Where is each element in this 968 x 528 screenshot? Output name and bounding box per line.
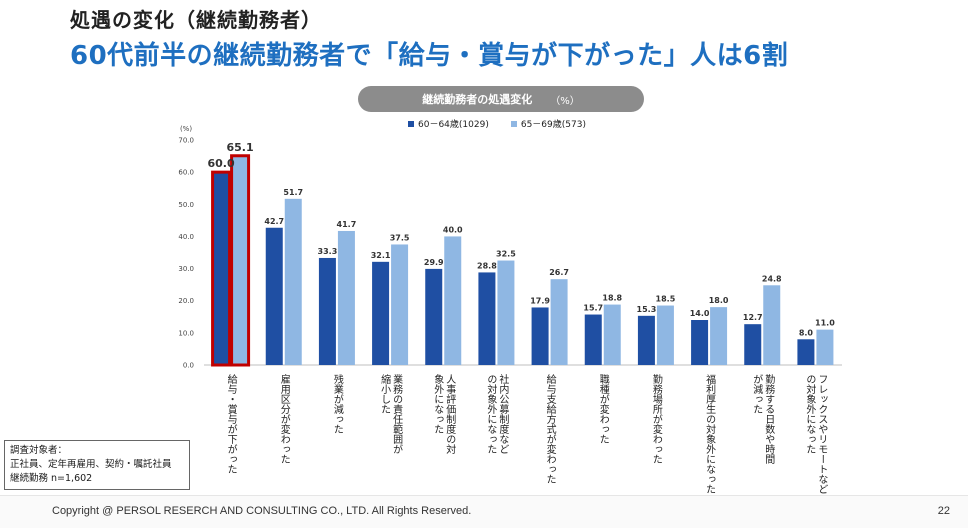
category-label: 給与・賞与が下がった xyxy=(225,373,237,474)
bar-series1 xyxy=(531,307,549,365)
y-tick-label: 50.0 xyxy=(178,201,194,209)
category-label: 給与支給方式が変わった xyxy=(544,373,556,484)
y-tick-label: 10.0 xyxy=(178,329,194,337)
y-tick-label: 40.0 xyxy=(178,233,194,241)
data-label-series1: 28.8 xyxy=(477,261,497,270)
chart-title: 継続勤務者の処遇変化 xyxy=(422,93,533,106)
category-label: 社内公募制度など xyxy=(497,373,509,454)
data-label-series1: 15.7 xyxy=(583,304,603,313)
data-label-series1: 14.0 xyxy=(690,309,710,318)
bar-series1 xyxy=(584,314,602,365)
chart-legend: 60－64歳(1029) 65－69歳(573) xyxy=(408,117,586,130)
bar-series2 xyxy=(391,244,409,365)
category-label: 勤務する日数や時間 xyxy=(763,373,775,465)
category-label: 縮小した xyxy=(379,373,391,414)
footer: Copyright @ PERSOL RESERCH AND CONSULTIN… xyxy=(0,495,968,528)
category-label: 業務の責任範囲が xyxy=(391,373,403,454)
bar-series1 xyxy=(425,268,443,365)
bar-series2 xyxy=(550,279,568,365)
bar-series2 xyxy=(230,154,251,367)
category-label: フレックスやリモートなど xyxy=(816,374,828,494)
chart-title-pill: 継続勤務者の処遇変化 （%） xyxy=(358,86,644,112)
note-line-2: 正社員、定年再雇用、契約・嘱託社員 xyxy=(10,459,172,470)
y-tick-label: 0.0 xyxy=(183,362,194,370)
legend-swatch-series1 xyxy=(408,120,414,127)
category-label: 人事評価制度の対 xyxy=(444,374,456,454)
data-label-series1: 17.9 xyxy=(530,296,550,305)
data-label-series2: 51.7 xyxy=(283,188,303,197)
bar-series2 xyxy=(444,236,462,365)
category-label: の対象外になった xyxy=(804,374,816,454)
bar-chart: (%) 0.0 10.0 20.0 30.0 40.0 50.0 60.0 70.0 60.0 65… xyxy=(178,125,842,494)
bar-series1 xyxy=(265,227,283,365)
data-label-series2: 26.7 xyxy=(549,268,569,277)
data-label-series2: 11.0 xyxy=(815,319,835,328)
bar-series1 xyxy=(797,339,815,365)
data-label-series2: 18.5 xyxy=(656,295,676,304)
bar-series1 xyxy=(478,272,496,365)
survey-note: 調査対象者： 正社員、定年再雇用、契約・嘱託社員 継続勤務 n=1,602 xyxy=(4,440,190,490)
data-label-series1: 29.9 xyxy=(424,258,444,267)
bar-series1 xyxy=(637,315,655,365)
data-label-series2: 65.1 xyxy=(227,141,254,154)
data-label-series2: 37.5 xyxy=(390,233,410,242)
y-tick-label: 60.0 xyxy=(178,169,194,177)
legend-item-series1: 60－64歳(1029) xyxy=(408,117,489,130)
bar-series1 xyxy=(691,320,709,365)
category-label: 職種が変わった xyxy=(597,374,609,444)
data-label-series2: 24.8 xyxy=(762,274,782,283)
chart-title-unit: （%） xyxy=(550,95,580,107)
bar-series2 xyxy=(603,304,621,365)
category-label: 雇用区分が変わった xyxy=(278,373,290,464)
data-label-series1: 60.0 xyxy=(208,157,235,170)
bar-series2 xyxy=(284,198,302,365)
page-number: 22 xyxy=(937,505,950,517)
bar-series2 xyxy=(497,260,515,365)
category-label: 勤務場所が変わった xyxy=(650,373,662,464)
slide-title: 処遇の変化（継続勤務者） xyxy=(70,8,322,32)
bar-series2 xyxy=(763,285,781,365)
data-label-series1: 42.7 xyxy=(264,217,284,226)
slide-subtitle: 60代前半の継続勤務者で「給与・賞与が下がった」人は6割 xyxy=(70,41,789,71)
data-label-series2: 32.5 xyxy=(496,250,516,259)
bar-series1 xyxy=(372,261,390,365)
copyright-text: Copyright @ PERSOL RESERCH AND CONSULTIN… xyxy=(52,505,472,517)
category-label: の対象外になった xyxy=(485,374,497,454)
data-label-series2: 40.0 xyxy=(443,225,463,234)
category-label: 象外になった xyxy=(432,374,444,434)
bar-series1 xyxy=(318,257,336,365)
legend-label-series2: 65－69歳(573) xyxy=(520,120,586,130)
category-label: 残業が減った xyxy=(331,373,343,434)
data-label-series1: 32.1 xyxy=(371,251,391,260)
bar-series2 xyxy=(710,307,728,365)
data-label-series1: 12.7 xyxy=(743,313,763,322)
data-label-series2: 18.8 xyxy=(602,294,622,303)
data-label-series1: 8.0 xyxy=(799,328,814,337)
category-label: が減った xyxy=(751,373,763,414)
data-label-series1: 15.3 xyxy=(637,305,657,314)
bar-series2 xyxy=(816,329,834,365)
legend-label-series1: 60－64歳(1029) xyxy=(418,120,489,130)
bar-series2 xyxy=(656,305,674,365)
bar-series1 xyxy=(744,324,762,365)
data-label-series1: 33.3 xyxy=(318,247,338,256)
legend-item-series2: 65－69歳(573) xyxy=(510,117,586,130)
y-tick-label: 20.0 xyxy=(178,297,194,305)
bar-series1 xyxy=(211,170,232,367)
y-tick-label: 30.0 xyxy=(178,265,194,273)
y-axis-unit: (%) xyxy=(180,125,192,133)
legend-swatch-series2 xyxy=(510,120,517,127)
data-label-series2: 41.7 xyxy=(337,220,357,229)
bar-series2 xyxy=(337,230,355,365)
note-line-1: 調査対象者： xyxy=(10,445,68,456)
note-line-3: 継続勤務 n=1,602 xyxy=(10,473,93,484)
y-tick-label: 70.0 xyxy=(178,137,194,145)
category-label: 福利厚生の対象外になった xyxy=(704,373,716,494)
data-label-series2: 18.0 xyxy=(709,296,729,305)
